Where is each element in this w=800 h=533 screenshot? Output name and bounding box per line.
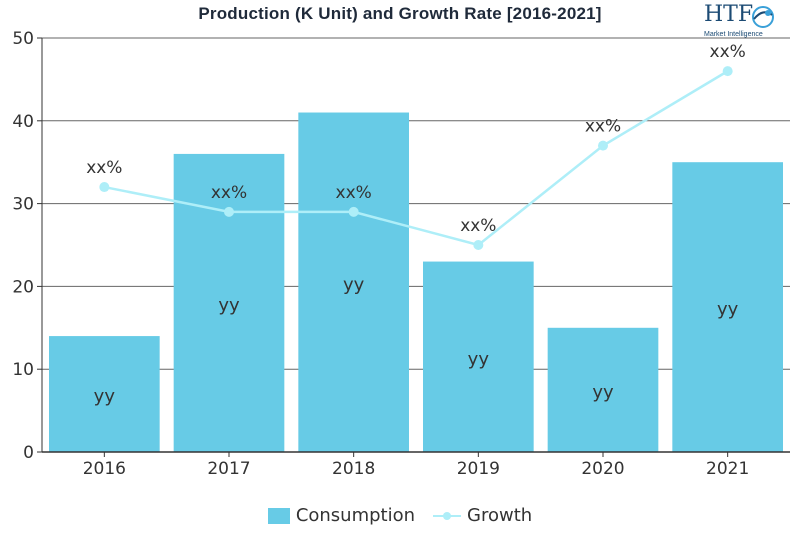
bars (49, 112, 783, 453)
growth-value-label: xx% (86, 158, 122, 178)
growth-value-label: xx% (211, 183, 247, 203)
bar-2020[interactable] (547, 327, 659, 452)
legend-swatch-growth (433, 509, 462, 523)
chart-title: Production (K Unit) and Growth Rate [201… (198, 4, 602, 23)
y-tick-label: 10 (12, 360, 34, 380)
growth-value-label: xx% (585, 117, 621, 137)
x-tick-label: 2019 (457, 459, 500, 479)
y-tick-label: 40 (12, 112, 34, 132)
bar-value-label: yy (94, 386, 116, 407)
growth-point-2020[interactable] (598, 140, 608, 151)
bar-value-label: yy (468, 349, 490, 370)
legend: Consumption Growth (0, 505, 800, 526)
x-tick-label: 2018 (332, 459, 375, 479)
bar-2018[interactable] (298, 112, 409, 453)
bar-2016[interactable] (49, 336, 160, 452)
growth-point-2017[interactable] (224, 206, 234, 217)
y-tick-label: 20 (12, 277, 34, 297)
axes: 0 10 20 30 40 50 2016 2017 2018 2019 2020 2021 (12, 29, 790, 479)
bar-value-label: yy (717, 299, 739, 320)
y-tick-label: 0 (23, 443, 34, 463)
globe-icon (752, 6, 774, 28)
bar-2021[interactable] (672, 162, 783, 452)
growth-line-path (104, 70, 729, 247)
growth-point-2021[interactable] (722, 66, 733, 77)
growth-value-label: xx% (336, 183, 372, 203)
bar-value-label: yy (592, 382, 614, 403)
legend-item-growth[interactable]: Growth (433, 505, 532, 526)
bar-value-label: yy (218, 295, 240, 316)
growth-point-2018[interactable] (348, 206, 359, 217)
bar-value-label: yy (343, 274, 365, 295)
y-tick-label: 50 (12, 29, 34, 49)
x-tick-label: 2020 (581, 459, 624, 479)
gridlines (42, 37, 790, 370)
x-tick-label: 2021 (706, 459, 749, 479)
legend-label-growth: Growth (467, 505, 533, 526)
growth-line (99, 66, 733, 250)
x-tick-label: 2017 (207, 459, 250, 479)
legend-swatch-consumption (267, 507, 290, 524)
growth-value-label: xx% (460, 216, 496, 236)
logo-brand: HTF (704, 2, 754, 27)
data-labels: yy yy yy yy yy yy xx% xx% xx% xx% xx% xx% (86, 42, 746, 407)
y-tick-label: 30 (12, 195, 34, 215)
growth-point-2016[interactable] (99, 182, 110, 193)
growth-point-2019[interactable] (473, 240, 484, 250)
logo-tagline: Market Intelligence (704, 31, 763, 38)
htf-logo: HTF Market Intelligence (704, 2, 784, 42)
legend-label-consumption: Consumption (295, 505, 416, 526)
bar-2019[interactable] (423, 261, 534, 452)
x-tick-label: 2016 (83, 459, 126, 479)
growth-value-label: xx% (710, 42, 746, 62)
legend-item-consumption[interactable]: Consumption (267, 505, 416, 526)
